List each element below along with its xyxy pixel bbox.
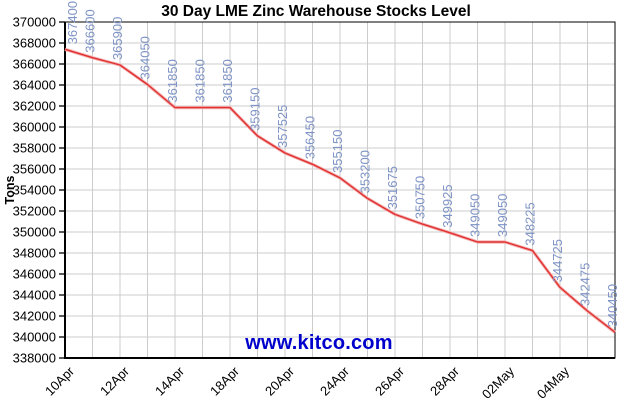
y-axis-title: Tons [3, 175, 17, 204]
x-tick-label: 24Apr [317, 363, 353, 399]
point-label: 350750 [413, 176, 428, 219]
x-tick-label: 12Apr [97, 363, 133, 399]
x-tick-label: 26Apr [372, 363, 408, 399]
point-label: 361850 [220, 59, 235, 102]
point-label: 342475 [578, 263, 593, 306]
y-tick-label: 340000 [13, 330, 56, 345]
x-tick-label: 18Apr [207, 363, 243, 399]
point-label: 364050 [138, 36, 153, 79]
y-tick-label: 356000 [13, 162, 56, 177]
y-tick-label: 350000 [13, 225, 56, 240]
point-label: 367400 [65, 1, 80, 44]
y-tick-label: 344000 [13, 288, 56, 303]
point-label: 355150 [330, 130, 345, 173]
y-tick-label: 346000 [13, 267, 56, 282]
point-label: 348225 [523, 202, 538, 245]
point-label: 356450 [303, 116, 318, 159]
x-tick-label: 14Apr [152, 363, 188, 399]
y-tick-label: 364000 [13, 78, 56, 93]
point-label: 353200 [358, 150, 373, 193]
point-label: 357525 [275, 105, 290, 148]
y-tick-label: 354000 [13, 183, 56, 198]
x-tick-label: 28Apr [427, 363, 463, 399]
x-tick-label: 04May [534, 363, 573, 400]
y-tick-label: 338000 [13, 351, 56, 366]
point-label: 361850 [165, 59, 180, 102]
x-tick-label: 20Apr [262, 363, 298, 399]
x-tick-label: 02May [479, 363, 518, 400]
x-tick-label: 10Apr [42, 363, 78, 399]
y-tick-label: 358000 [13, 141, 56, 156]
point-label: 344725 [550, 239, 565, 282]
plot-area: 338000 340000 342000 344000 346000 348000 3500… [13, 1, 620, 402]
y-tick-label: 366000 [13, 57, 56, 72]
chart-title: 30 Day LME Zinc Warehouse Stocks Level [161, 3, 471, 20]
point-label: 351675 [385, 166, 400, 209]
y-tick-label: 348000 [13, 246, 56, 261]
point-label: 359150 [248, 88, 263, 131]
point-label: 340450 [605, 284, 620, 327]
y-tick-label: 362000 [13, 99, 56, 114]
point-label: 365900 [110, 17, 125, 60]
point-label: 349050 [468, 194, 483, 237]
y-tick-label: 352000 [13, 204, 56, 219]
point-label: 349050 [495, 194, 510, 237]
y-tick-label: 370000 [13, 15, 56, 30]
watermark: www.kitco.com [244, 332, 392, 354]
point-label: 366600 [83, 9, 98, 52]
point-label: 349925 [440, 184, 455, 227]
point-label: 361850 [193, 59, 208, 102]
y-tick-label: 368000 [13, 36, 56, 51]
y-tick-label: 360000 [13, 120, 56, 135]
price-line [64, 48, 616, 333]
y-tick-label: 342000 [13, 309, 56, 324]
